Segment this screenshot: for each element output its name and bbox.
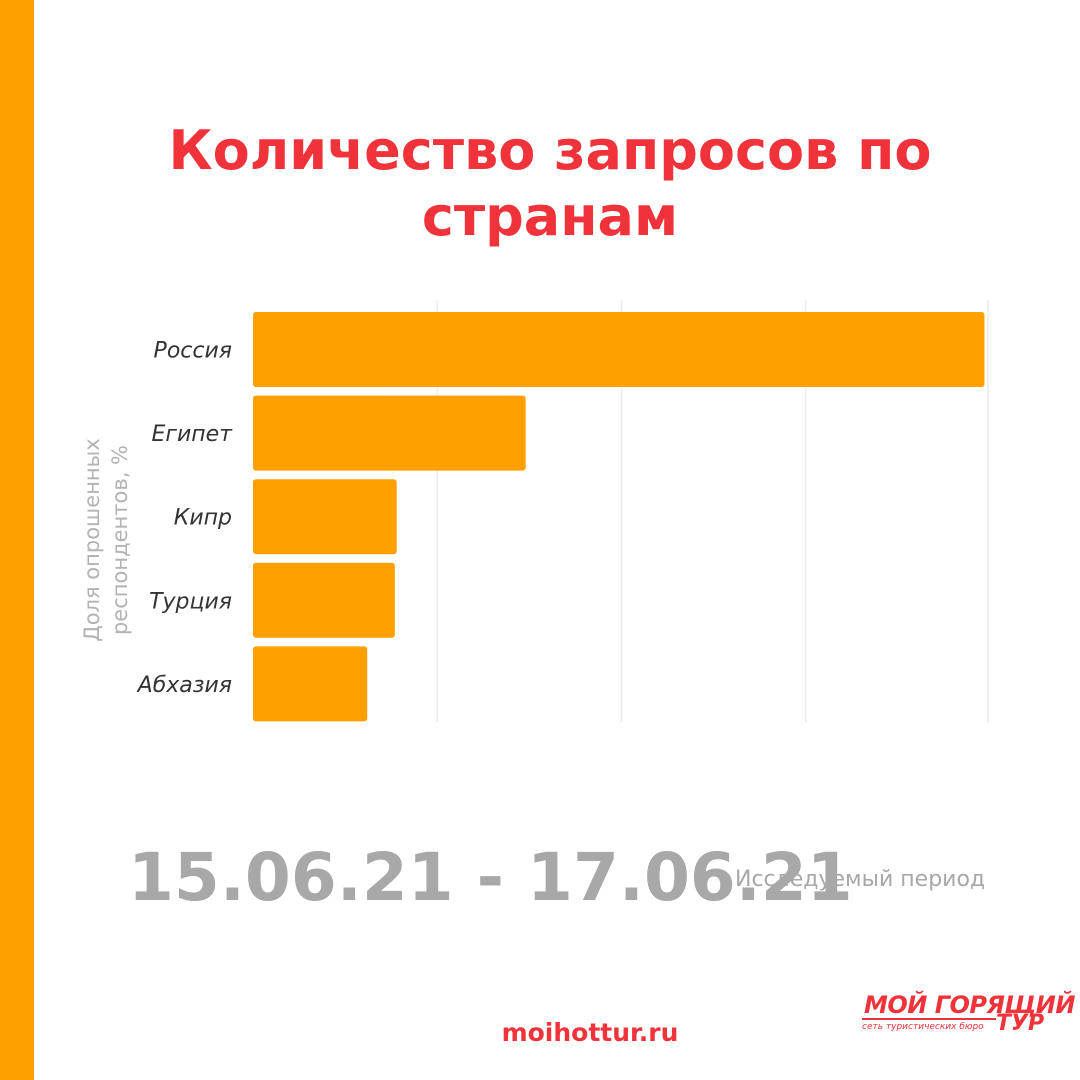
bar-4 <box>253 646 368 722</box>
logo-underline <box>862 1018 996 1020</box>
category-label: Кипр <box>174 506 232 531</box>
bar-1 <box>253 395 526 471</box>
category-label: Турция <box>149 589 232 614</box>
category-label: Абхазия <box>136 673 232 698</box>
side-accent-stripe <box>0 0 34 1080</box>
y-axis-label: Доля опрошенных респондентов, % <box>80 438 132 642</box>
website-link[interactable]: moihottur.ru <box>501 1018 679 1047</box>
bar-0 <box>253 312 985 387</box>
brand-logo[interactable]: МОЙ ГОРЯЩИЙ сеть туристических бюро ТУР <box>862 990 1075 1040</box>
bar-2 <box>253 479 397 555</box>
logo-subtitle: сеть туристических бюро <box>862 1022 984 1032</box>
category-label: Россия <box>154 339 232 364</box>
logo-main-text: МОЙ ГОРЯЩИЙ <box>864 991 1075 1019</box>
category-label: Египет <box>152 422 234 447</box>
chart-title: Количество запросов по странам <box>168 119 932 248</box>
logo-tur-text: ТУР <box>996 1011 1045 1036</box>
period-range: 15.06.21 - 17.06.21 <box>128 839 853 916</box>
period-caption: Исследуемый период <box>735 867 986 892</box>
bar-3 <box>253 562 395 638</box>
